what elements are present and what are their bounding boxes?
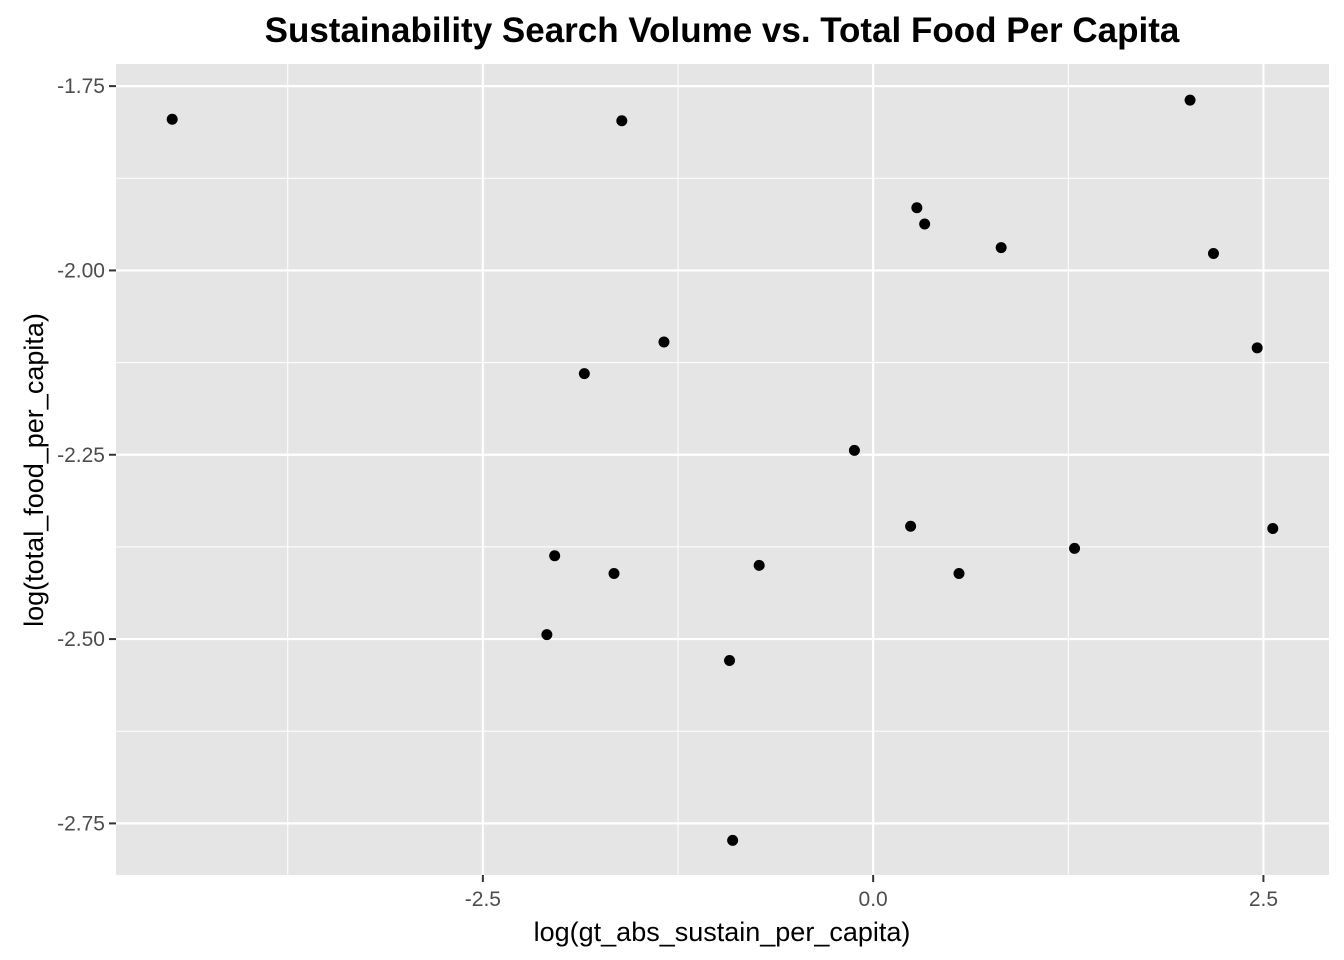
- plot-panel: [116, 64, 1329, 875]
- y-axis: -1.75 -2.00 -2.25 -2.50 -2.75: [57, 75, 116, 835]
- data-point: [1069, 542, 1081, 554]
- data-point: [911, 202, 923, 214]
- data-point: [905, 520, 917, 532]
- data-point: [848, 444, 860, 456]
- data-point: [541, 629, 553, 641]
- data-point: [724, 654, 736, 666]
- y-tick-label: -2.00: [57, 259, 105, 282]
- data-point: [919, 218, 931, 230]
- data-point: [1251, 342, 1263, 354]
- data-point: [549, 550, 561, 562]
- data-point: [1267, 522, 1279, 534]
- data-point: [753, 559, 765, 571]
- data-point: [166, 113, 178, 125]
- data-point: [616, 115, 628, 127]
- x-tick-label: 0.0: [859, 888, 888, 911]
- y-tick-label: -2.25: [57, 444, 105, 467]
- data-point: [1207, 247, 1219, 259]
- y-axis-title: log(total_food_per_capita): [19, 313, 49, 627]
- x-axis: -2.5 0.0 2.5: [465, 875, 1278, 911]
- y-tick-label: -2.75: [57, 812, 105, 835]
- data-point: [608, 567, 620, 579]
- data-point: [1184, 94, 1196, 106]
- x-tick-label: -2.5: [465, 888, 501, 911]
- data-point: [658, 336, 670, 348]
- data-point: [727, 834, 739, 846]
- chart-title: Sustainability Search Volume vs. Total F…: [265, 11, 1180, 50]
- data-point: [953, 567, 965, 579]
- y-tick-label: -2.50: [57, 628, 105, 651]
- minor-gridlines: [116, 64, 1329, 875]
- data-points: [166, 94, 1279, 846]
- x-tick-label: 2.5: [1249, 888, 1278, 911]
- x-axis-title: log(gt_abs_sustain_per_capita): [534, 917, 911, 947]
- data-point: [578, 368, 590, 380]
- y-tick-label: -1.75: [57, 75, 105, 98]
- data-point: [995, 242, 1007, 254]
- major-gridlines: [116, 64, 1329, 875]
